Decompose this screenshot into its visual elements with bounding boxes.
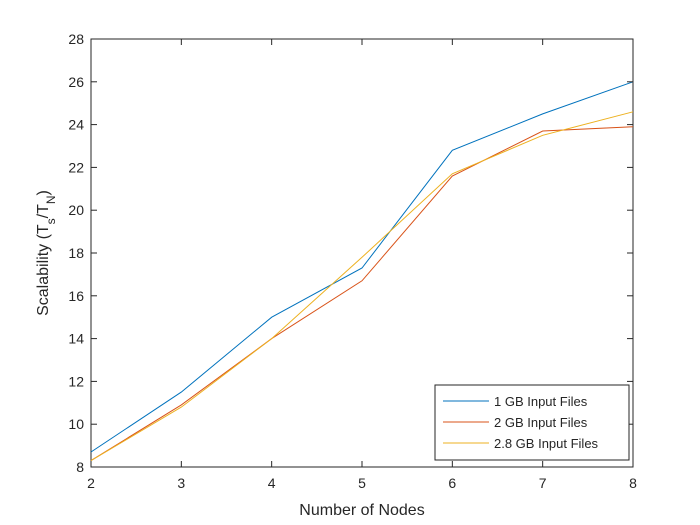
y-tick-label: 24 (68, 117, 84, 133)
legend-label-2: 2 GB Input Files (494, 415, 588, 430)
legend-label-1: 1 GB Input Files (494, 394, 588, 409)
y-axis-label: Scalability (Ts/TN) (35, 190, 58, 316)
ticks-layer: 2 3 4 5 6 7 8 8 10 12 14 16 18 20 22 24 26 28 (68, 31, 637, 491)
y-tick-label: 10 (68, 416, 84, 432)
series-line-2 (90, 126, 634, 462)
y-axis-label-sub-s: s (44, 218, 58, 224)
x-tick-label: 5 (358, 475, 366, 491)
y-axis-label-main: Scalability (T (35, 224, 52, 316)
y-tick-label: 8 (76, 459, 84, 475)
y-axis-label-mid: /T (35, 204, 52, 218)
y-tick-label: 28 (68, 31, 84, 47)
y-tick-label: 12 (68, 373, 84, 389)
x-tick-label: 7 (539, 475, 547, 491)
series-line-3 (90, 111, 634, 462)
y-axis-label-sub-n: N (44, 195, 58, 204)
x-tick-label: 6 (448, 475, 456, 491)
y-axis-label-end: ) (35, 190, 52, 195)
x-tick-label: 4 (268, 475, 276, 491)
x-axis-label: Number of Nodes (299, 502, 424, 519)
series-layer (90, 81, 634, 462)
y-tick-label: 20 (68, 202, 84, 218)
y-tick-label: 16 (68, 288, 84, 304)
y-tick-label: 18 (68, 245, 84, 261)
legend: 1 GB Input Files 2 GB Input Files 2.8 GB I… (434, 384, 630, 461)
y-tick-label: 26 (68, 74, 84, 90)
series-line-1 (90, 81, 634, 453)
x-tick-label: 8 (629, 475, 637, 491)
legend-label-3: 2.8 GB Input Files (494, 436, 599, 451)
x-tick-label: 3 (177, 475, 185, 491)
y-tick-label: 14 (68, 331, 84, 347)
x-tick-label: 2 (87, 475, 95, 491)
y-tick-label: 22 (68, 159, 84, 175)
